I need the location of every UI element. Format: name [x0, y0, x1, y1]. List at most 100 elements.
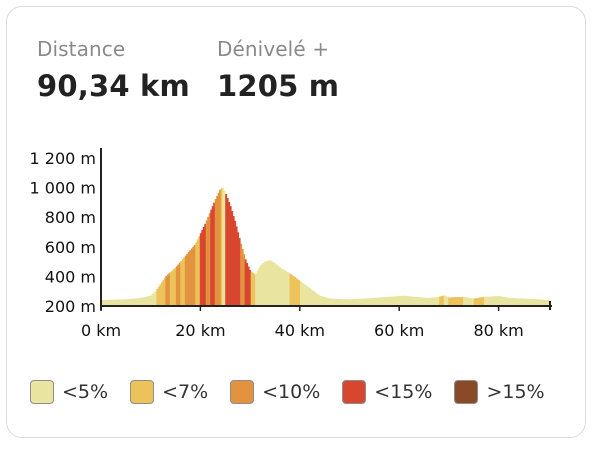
profile-bar	[219, 189, 222, 306]
profile-bar	[208, 213, 211, 306]
profile-bar	[343, 299, 346, 306]
profile-bar	[124, 299, 127, 306]
profile-bar	[220, 188, 223, 306]
profile-bar	[289, 273, 292, 306]
profile-bar	[192, 246, 195, 306]
profile-bar	[201, 230, 204, 306]
profile-bar	[476, 297, 479, 306]
profile-bar	[142, 297, 145, 306]
profile-bar	[364, 298, 367, 306]
profile-bar	[485, 296, 488, 306]
profile-bar	[397, 296, 400, 306]
profile-bar	[526, 298, 528, 306]
profile-bar	[328, 298, 331, 306]
y-tick-label: 400 m	[45, 267, 96, 286]
profile-bar	[410, 296, 413, 306]
profile-bar	[246, 262, 249, 306]
profile-bar	[443, 295, 446, 306]
profile-bar	[265, 261, 268, 306]
elevation-card: Distance 90,34 km Dénivelé + 1205 m	[6, 6, 586, 438]
profile-bar	[148, 295, 151, 306]
profile-bar	[283, 270, 286, 306]
legend-item: >15%	[454, 380, 545, 404]
profile-bar	[464, 297, 467, 306]
legend-swatch	[130, 380, 155, 404]
y-tick-label: 800 m	[45, 208, 96, 227]
profile-bar	[207, 216, 210, 306]
profile-bar	[518, 298, 521, 306]
profile-bar	[386, 296, 389, 306]
profile-bar	[175, 266, 178, 306]
profile-bar	[403, 295, 406, 306]
profile-bar	[166, 274, 169, 306]
profile-bar	[240, 243, 243, 306]
y-tick-label: 600 m	[45, 238, 96, 257]
profile-bar	[184, 255, 187, 306]
legend-swatch	[342, 380, 367, 404]
profile-bar	[415, 296, 418, 306]
profile-bar	[385, 297, 388, 306]
profile-bar	[434, 297, 437, 306]
profile-bar	[346, 299, 349, 306]
profile-bar	[493, 296, 496, 306]
profile-bar	[222, 187, 225, 306]
profile-bar	[356, 298, 359, 306]
profile-bar	[277, 266, 280, 306]
profile-bar	[252, 272, 255, 306]
profile-bar	[273, 262, 276, 306]
profile-bar	[247, 266, 250, 306]
profile-bar	[199, 233, 202, 306]
profile-bar	[237, 232, 240, 306]
profile-bar	[478, 297, 481, 306]
profile-bar	[286, 271, 289, 306]
profile-bar	[264, 261, 267, 306]
profile-bar	[117, 299, 120, 306]
profile-bar	[228, 201, 231, 306]
profile-bar	[533, 299, 536, 306]
profile-bar	[325, 297, 328, 306]
profile-bar	[373, 297, 376, 306]
profile-bar	[223, 190, 226, 306]
profile-bar	[270, 260, 273, 306]
legend-label: >15%	[486, 381, 545, 403]
y-tick-label: 200 m	[45, 297, 96, 316]
profile-bar	[214, 199, 217, 306]
profile-bar	[472, 298, 475, 306]
profile-bar	[309, 288, 311, 306]
profile-bar	[190, 248, 193, 306]
profile-bar	[473, 298, 476, 306]
profile-bar	[461, 296, 464, 306]
legend-item: <5%	[30, 380, 108, 404]
profile-bar	[517, 298, 519, 306]
profile-bar	[535, 299, 537, 306]
profile-bar	[298, 280, 301, 306]
profile-bar	[169, 271, 172, 306]
profile-bar	[490, 296, 493, 306]
profile-bar	[463, 296, 466, 306]
profile-bar	[150, 295, 153, 306]
profile-bar	[541, 299, 543, 306]
profile-bar	[389, 296, 392, 306]
profile-bar	[274, 263, 277, 306]
profile-bar	[430, 297, 433, 306]
profile-bar	[189, 250, 192, 306]
profile-bar	[174, 267, 177, 306]
profile-bar	[539, 299, 542, 306]
profile-bar	[145, 296, 148, 306]
profile-bar	[129, 298, 132, 306]
profile-bar	[401, 295, 404, 306]
profile-bar	[515, 298, 518, 306]
profile-bar	[313, 291, 316, 306]
profile-bar	[276, 264, 279, 306]
profile-bar	[261, 264, 264, 306]
profile-bar	[238, 238, 241, 306]
profile-bar	[508, 297, 510, 306]
profile-bar	[362, 298, 365, 306]
profile-bar	[126, 299, 129, 306]
profile-bar	[368, 298, 371, 306]
y-tick-label: 1 000 m	[30, 179, 96, 198]
distance-label: Distance	[37, 37, 126, 61]
profile-bar	[168, 273, 171, 306]
profile-bar	[452, 297, 455, 306]
